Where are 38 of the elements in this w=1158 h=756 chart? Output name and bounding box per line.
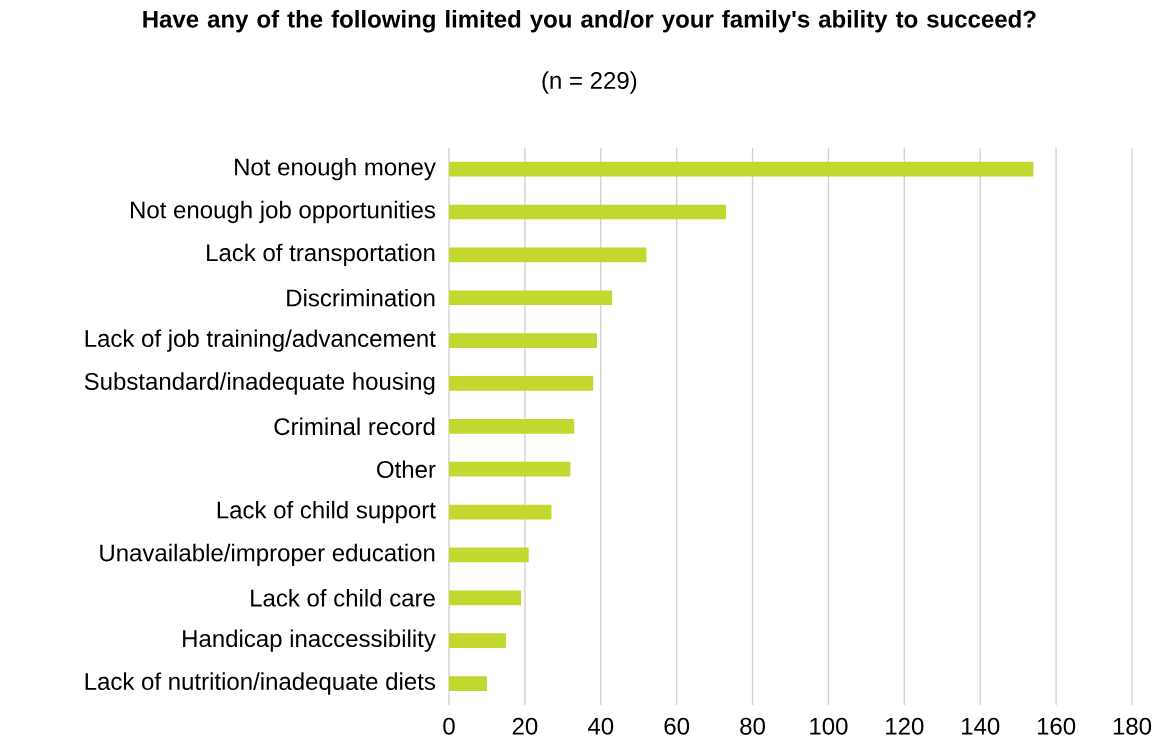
bar [449,676,487,691]
bar [449,461,571,477]
bar [449,161,1034,177]
x-tick-label: 120 [886,717,924,735]
chart-subtitle: (n = 229) [542,71,637,94]
bar [449,547,529,563]
x-tick-label: 80 [740,717,765,735]
y-tick-label: Criminal record [274,417,435,436]
chart-title: Have any of the following limited you and/or your family's ability to succeed? [143,10,1036,33]
x-tick-label: 20 [512,717,538,735]
y-tick-label: Lack of nutrition/inadequate diets [85,672,436,695]
y-tick-label: Lack of transportation [207,243,435,267]
x-tick-label: 140 [962,717,1000,735]
x-tick-label: 180 [1113,717,1152,735]
y-tick-label: Other [377,460,436,479]
y-tick-label: Lack of child care [251,588,435,607]
y-tick-label: Lack of job training/advancement [85,329,436,352]
bar [449,590,522,606]
x-tick-label: 100 [810,717,848,735]
y-tick-label: Substandard/inadequate housing [84,372,435,395]
bar [449,504,552,520]
bar [449,419,575,434]
bar [449,376,594,391]
y-tick-label: Discrimination [287,288,435,307]
x-tick-label: 40 [587,717,614,735]
y-tick-label: Lack of child support [217,500,436,524]
x-tick-label: 160 [1037,717,1076,735]
x-tick-label: 60 [664,717,690,735]
bar [449,290,613,306]
y-tick-label: Not enough job opportunities [131,200,435,224]
bar [449,204,726,220]
y-tick-label: Unavailable/improper education [100,543,435,567]
bar [449,247,647,263]
y-tick-label: Not enough money [235,157,436,181]
bar [449,633,506,649]
x-tick-label: 0 [443,717,455,735]
bar [449,333,597,348]
y-tick-label: Handicap inaccessibility [183,629,436,652]
